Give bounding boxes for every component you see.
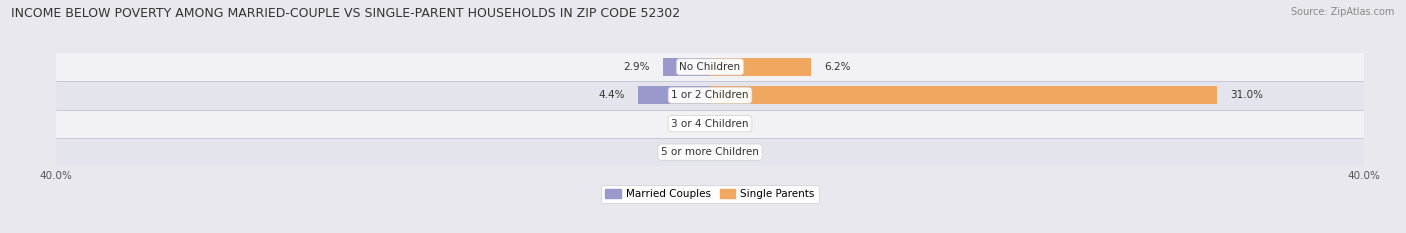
Text: 0.0%: 0.0% bbox=[671, 147, 697, 157]
Bar bbox=[56, 138, 1364, 166]
Bar bbox=[638, 86, 710, 104]
Bar bbox=[56, 53, 1364, 81]
Text: 6.2%: 6.2% bbox=[824, 62, 851, 72]
Text: INCOME BELOW POVERTY AMONG MARRIED-COUPLE VS SINGLE-PARENT HOUSEHOLDS IN ZIP COD: INCOME BELOW POVERTY AMONG MARRIED-COUPL… bbox=[11, 7, 681, 20]
Text: 31.0%: 31.0% bbox=[1230, 90, 1263, 100]
Text: 5 or more Children: 5 or more Children bbox=[661, 147, 759, 157]
Text: Source: ZipAtlas.com: Source: ZipAtlas.com bbox=[1291, 7, 1395, 17]
Legend: Married Couples, Single Parents: Married Couples, Single Parents bbox=[602, 185, 818, 203]
Text: 0.0%: 0.0% bbox=[723, 147, 749, 157]
Text: 0.0%: 0.0% bbox=[723, 119, 749, 129]
Bar bbox=[710, 58, 811, 76]
Text: 1 or 2 Children: 1 or 2 Children bbox=[671, 90, 749, 100]
Bar bbox=[710, 86, 1216, 104]
Bar bbox=[56, 110, 1364, 138]
Text: 3 or 4 Children: 3 or 4 Children bbox=[671, 119, 749, 129]
Bar bbox=[662, 58, 710, 76]
Text: 2.9%: 2.9% bbox=[623, 62, 650, 72]
Text: No Children: No Children bbox=[679, 62, 741, 72]
Text: 4.4%: 4.4% bbox=[599, 90, 626, 100]
Text: 0.0%: 0.0% bbox=[671, 119, 697, 129]
Bar bbox=[56, 81, 1364, 110]
